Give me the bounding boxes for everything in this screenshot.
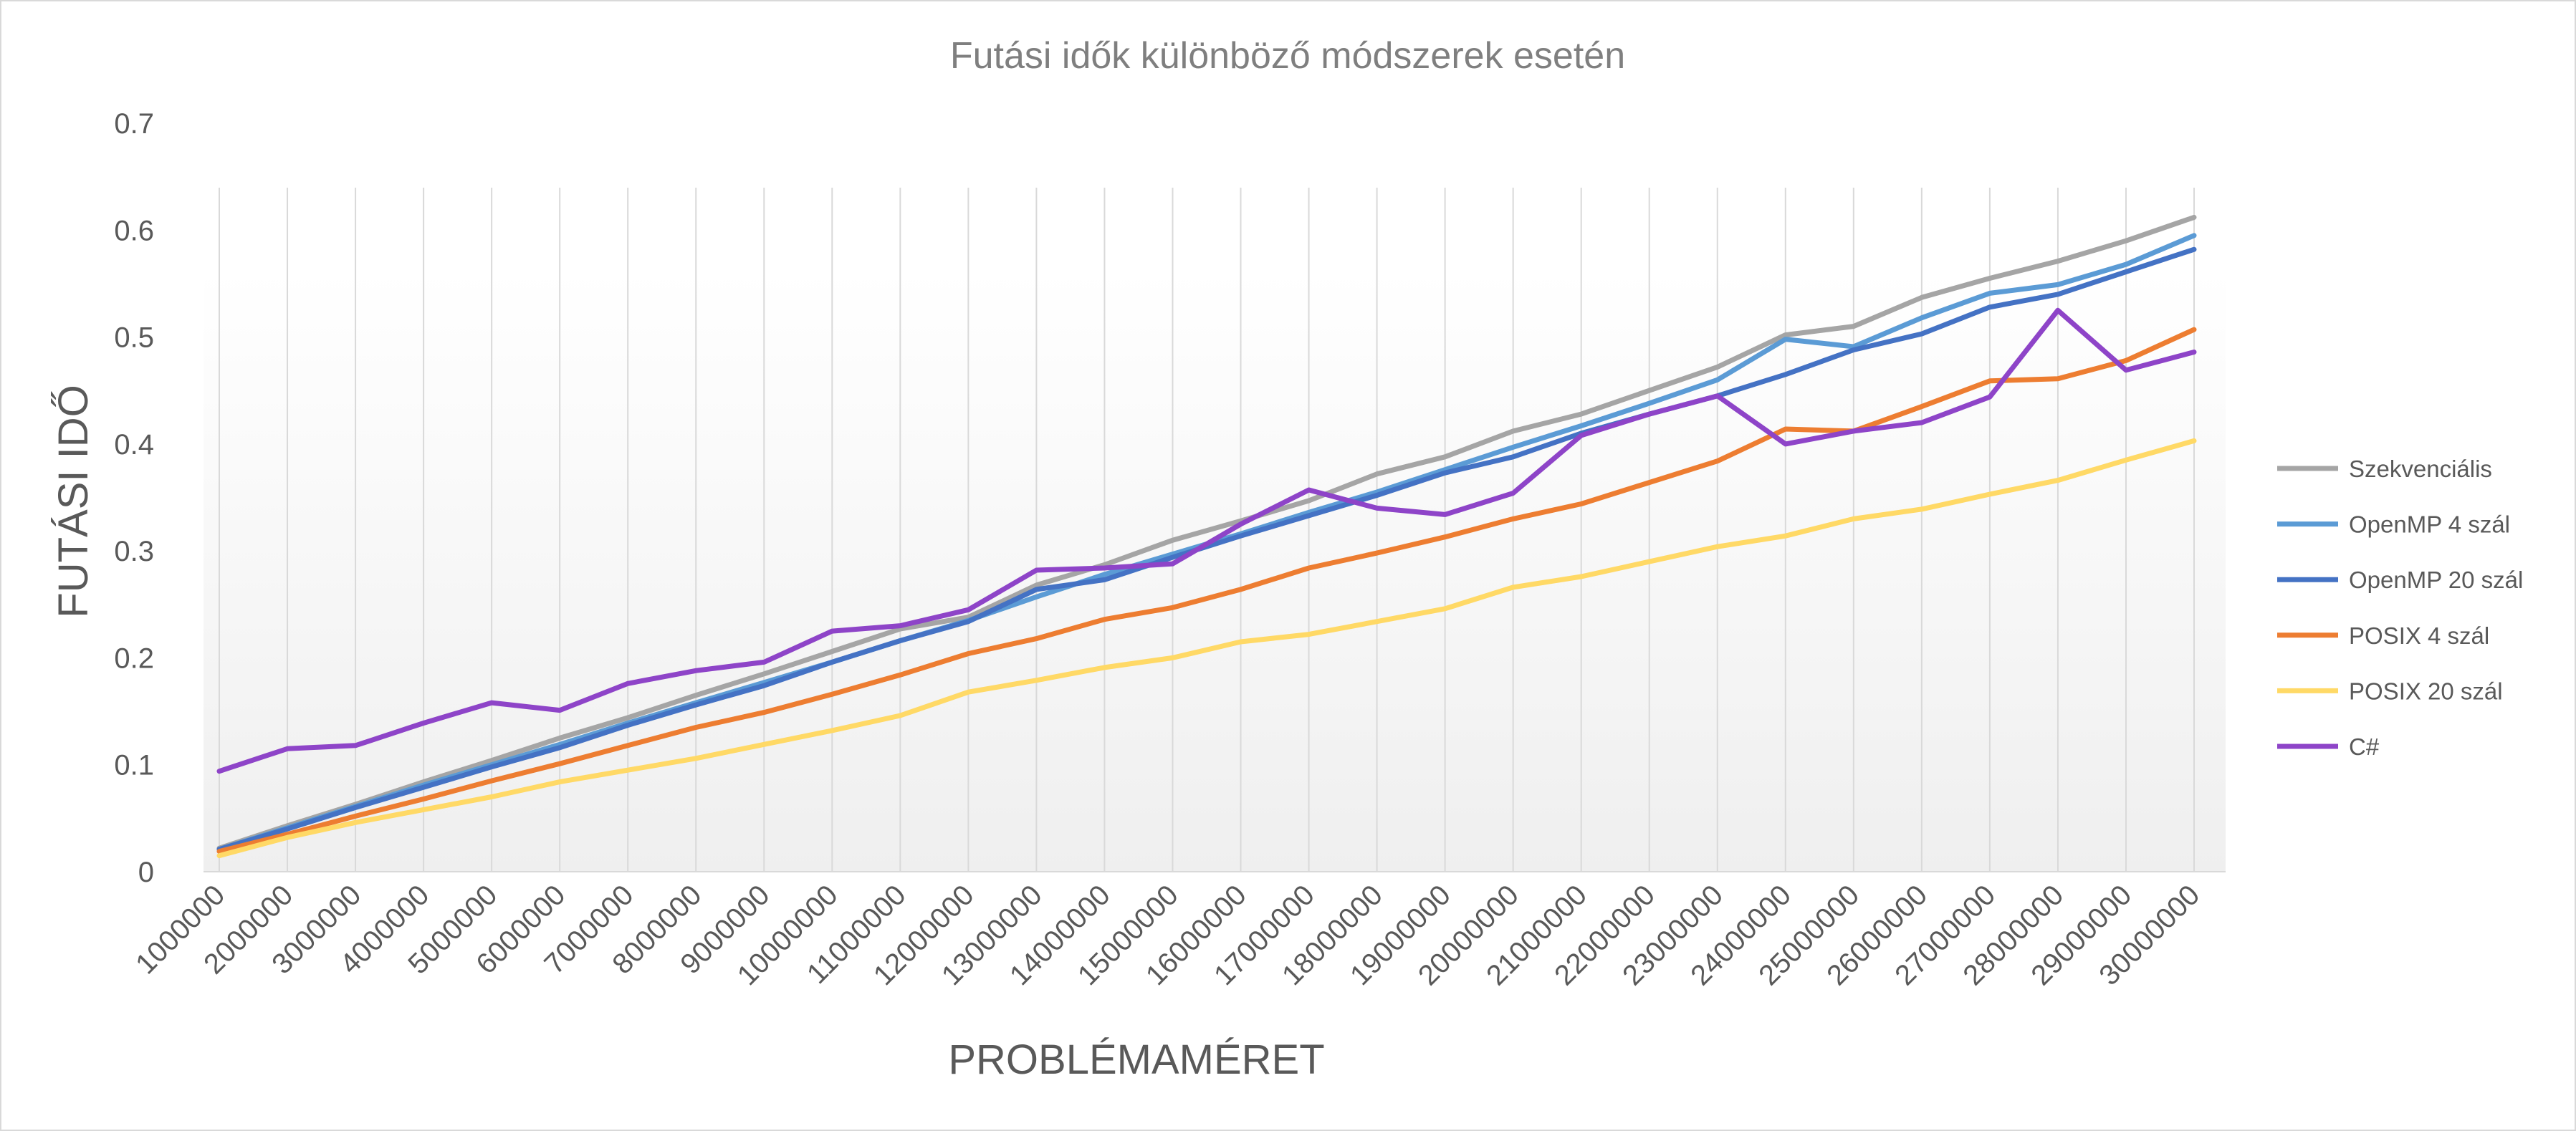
legend: Szekvenciális OpenMP 4 szál OpenMP 20 szál…	[2277, 456, 2523, 760]
series-line-4	[216, 438, 2197, 859]
series-lines	[216, 214, 2197, 859]
y-tick-label: 0.6	[114, 215, 154, 246]
legend-label: OpenMP 4 szál	[2349, 511, 2510, 538]
chart-title: Futási idők különböző módszerek esetén	[950, 35, 1625, 77]
legend-label: POSIX 20 szál	[2349, 678, 2503, 704]
gridlines	[204, 188, 2226, 872]
y-axis-ticks: 0 0.1 0.2 0.3 0.4 0.5 0.6 0.7	[114, 108, 154, 888]
y-tick-label: 0	[138, 857, 154, 888]
legend-label: C#	[2349, 733, 2380, 760]
x-axis-title: PROBLÉMAMÉRET	[948, 1036, 1324, 1083]
y-tick-label: 0.4	[114, 429, 154, 461]
legend-label: Szekvenciális	[2349, 456, 2492, 482]
series-line-3	[216, 327, 2197, 855]
x-axis-ticks: 1000000200000030000004000000500000060000…	[130, 879, 2206, 991]
y-tick-label: 0.7	[114, 108, 154, 140]
series-line-0	[216, 214, 2197, 851]
y-tick-label: 0.3	[114, 536, 154, 567]
y-tick-label: 0.5	[114, 322, 154, 354]
legend-label: POSIX 4 szál	[2349, 622, 2489, 649]
legend-label: OpenMP 20 szál	[2349, 567, 2523, 593]
y-tick-label: 0.2	[114, 642, 154, 674]
y-tick-label: 0.1	[114, 750, 154, 781]
y-axis-title: FUTÁSI IDŐ	[50, 385, 97, 617]
series-line-5	[216, 307, 2197, 774]
